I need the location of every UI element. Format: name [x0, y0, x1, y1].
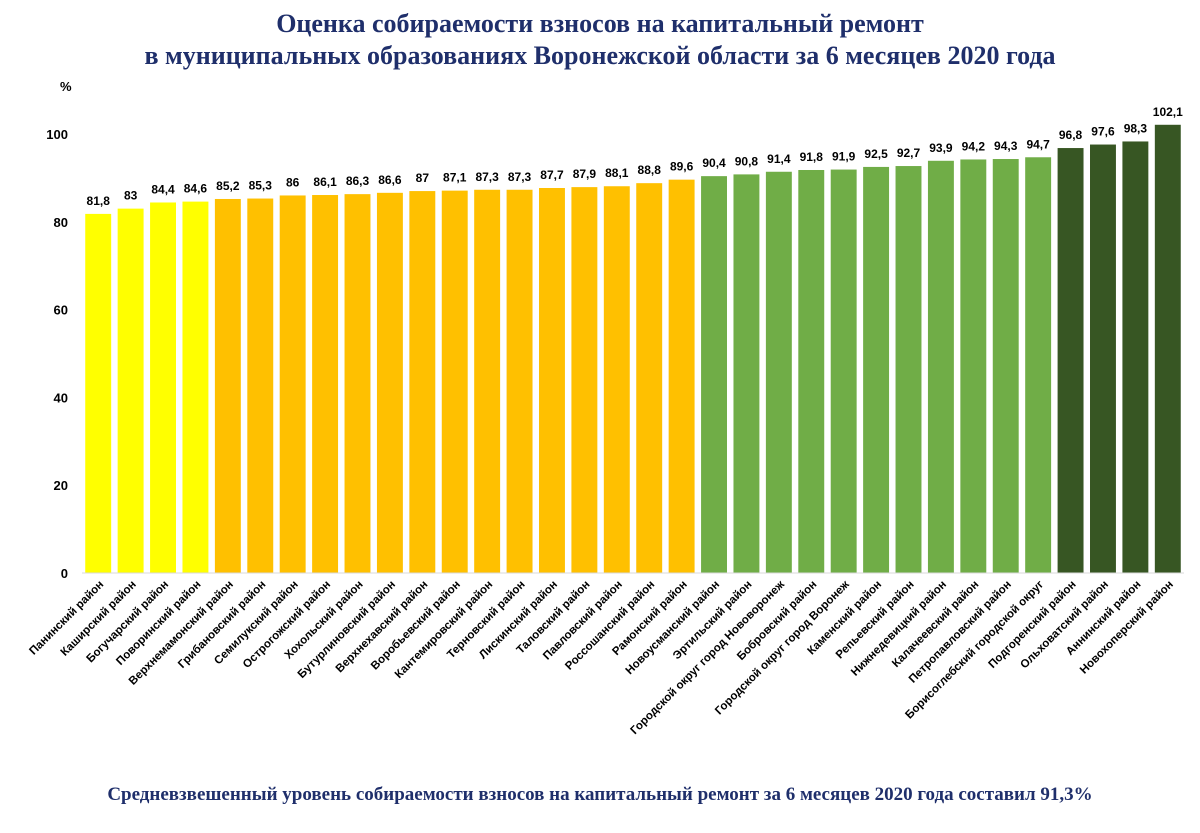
bar: [1122, 141, 1149, 573]
bar-value-label: 98,3: [1124, 121, 1148, 135]
bar: [603, 186, 630, 573]
y-tick-label: 20: [54, 478, 68, 493]
chart-title-line1: Оценка собираемости взносов на капитальн…: [276, 9, 924, 38]
bar: [1154, 124, 1181, 573]
bar-value-label: 92,5: [864, 147, 888, 161]
chart-title: Оценка собираемости взносов на капитальн…: [0, 8, 1200, 72]
bar-value-label: 84,4: [151, 182, 175, 196]
bar: [798, 169, 825, 574]
bar-value-label: 94,2: [962, 139, 986, 153]
bar-value-label: 94,7: [1026, 137, 1050, 151]
bar: [636, 183, 663, 573]
bar-value-label: 93,9: [929, 141, 953, 155]
chart-title-line2: в муниципальных образованиях Воронежской…: [144, 41, 1056, 70]
bar-value-label: 90,4: [702, 156, 726, 170]
bar-value-label: 85,3: [249, 179, 273, 193]
bar: [182, 201, 209, 573]
bar: [733, 174, 760, 573]
bar: [474, 189, 501, 574]
bar: [701, 176, 727, 574]
bar: [830, 169, 857, 573]
bar-value-label: 89,6: [670, 160, 694, 174]
bar: [539, 187, 565, 573]
bar: [279, 195, 306, 573]
y-axis-label: %: [60, 79, 72, 94]
bar: [765, 171, 792, 573]
bar-value-label: 91,9: [832, 150, 856, 164]
y-tick-label: 40: [54, 390, 68, 405]
bar-value-label: 83: [124, 189, 138, 203]
bar: [247, 198, 274, 573]
bar: [150, 202, 176, 573]
bar: [344, 194, 371, 573]
bar-value-label: 86: [286, 175, 300, 189]
bar-value-label: 90,8: [735, 154, 759, 168]
bar: [214, 198, 241, 574]
bar-value-label: 87: [416, 171, 430, 185]
bar: [571, 187, 598, 573]
bar-value-label: 86,6: [378, 173, 402, 187]
bar: [992, 159, 1019, 573]
bar-value-label: 87,3: [508, 170, 532, 184]
footer-note: Средневзвешенный уровень собираемости вз…: [107, 784, 1093, 805]
bar-value-label: 81,8: [87, 194, 111, 208]
bar: [506, 189, 533, 574]
bar: [863, 166, 890, 574]
bar-value-label: 87,3: [475, 170, 499, 184]
bar-value-label: 88,8: [638, 163, 662, 177]
y-axis: 0 20 40 60 80 100: [46, 127, 68, 581]
bar: [409, 191, 436, 573]
y-tick-label: 100: [46, 127, 68, 142]
bar-value-label: 88,1: [605, 166, 629, 180]
bar: [312, 195, 339, 573]
bar-value-label: 87,9: [573, 167, 597, 181]
bar: [1090, 144, 1116, 573]
bar-value-label: 96,8: [1059, 128, 1083, 142]
value-labels: 81,8 83 84,4 84,6 85,2 85,3 86 86,1 86,3 86,6 87 87…: [87, 105, 1184, 208]
bar: [960, 159, 987, 573]
bar-value-label: 94,3: [994, 139, 1018, 153]
bar: [668, 179, 695, 573]
bar-value-label: 91,8: [800, 150, 824, 164]
bars: [85, 124, 1181, 574]
y-tick-label: 0: [61, 566, 68, 581]
y-tick-label: 80: [54, 215, 68, 230]
bar: [1057, 148, 1084, 573]
bar-value-label: 87,1: [443, 171, 467, 185]
bar: [441, 190, 468, 574]
bar-value-label: 87,7: [540, 168, 564, 182]
bar-value-label: 97,6: [1091, 125, 1115, 139]
bar: [927, 160, 954, 574]
bar-value-label: 85,2: [216, 179, 240, 193]
bar-value-label: 92,7: [897, 146, 921, 160]
bar: [117, 208, 144, 573]
y-tick-label: 60: [54, 303, 68, 318]
bar-value-label: 86,1: [313, 175, 337, 189]
bar: [376, 192, 403, 574]
bar: [895, 166, 922, 573]
bar-value-label: 91,4: [767, 152, 791, 166]
bar-value-label: 86,3: [346, 174, 370, 188]
bar-value-label: 84,6: [184, 182, 208, 196]
bar: [1025, 157, 1052, 573]
bar-value-label: 102,1: [1153, 105, 1183, 119]
bar: [85, 213, 112, 573]
